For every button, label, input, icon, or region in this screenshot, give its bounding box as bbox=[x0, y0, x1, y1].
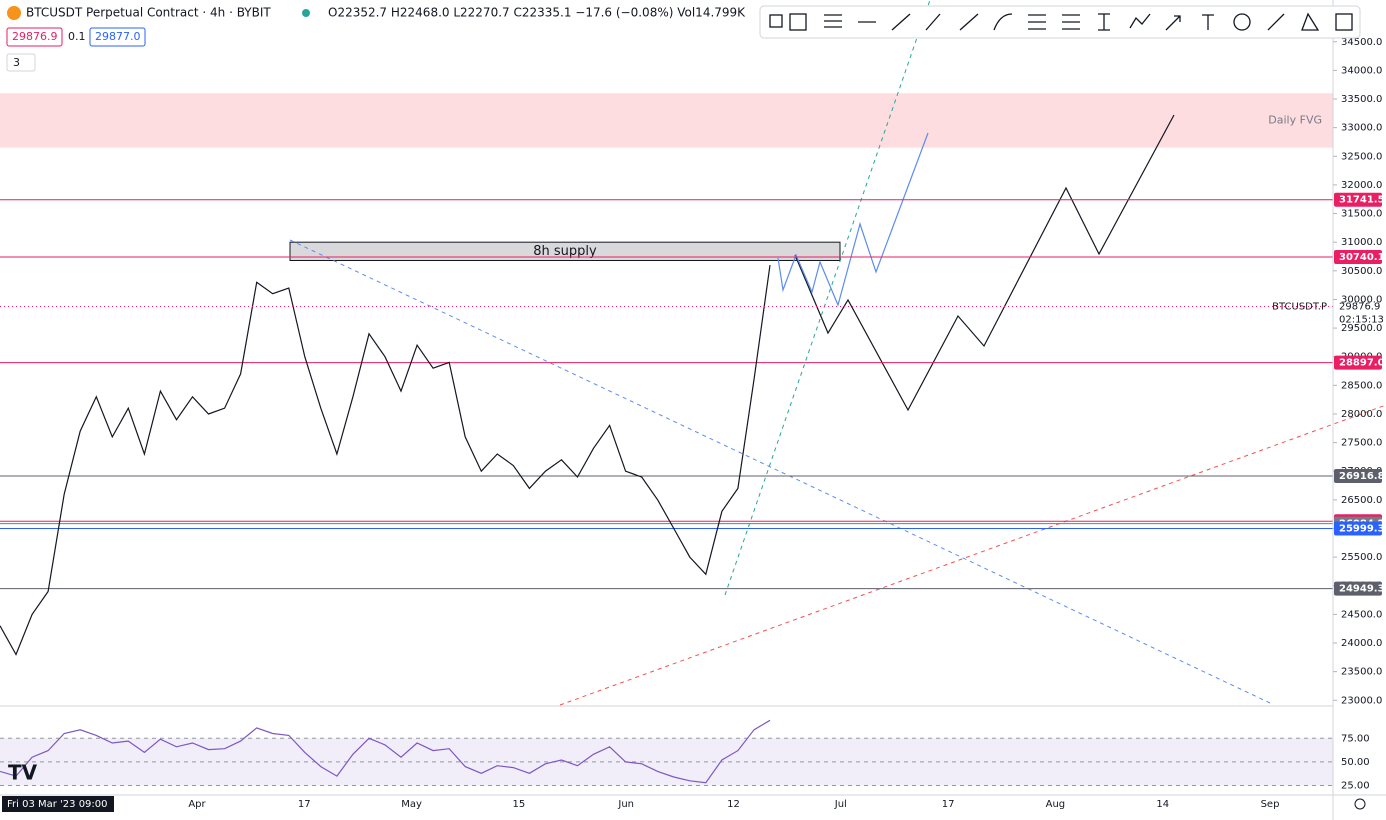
buy-price[interactable]: 29877.0 bbox=[95, 30, 141, 43]
x-tick-label: Aug bbox=[1046, 799, 1066, 810]
x-tick-label: 12 bbox=[727, 799, 740, 810]
price-line bbox=[0, 265, 771, 656]
tool-icon[interactable] bbox=[993, 13, 1013, 31]
spread: 0.1 bbox=[68, 30, 86, 43]
level-tag bbox=[1334, 521, 1382, 536]
rsi-tick-label: 75.00 bbox=[1341, 733, 1370, 744]
tool-icon[interactable] bbox=[1267, 13, 1285, 31]
last-price-label: 29876.9 bbox=[1339, 301, 1380, 312]
countdown: 02:15:13 bbox=[1339, 314, 1384, 325]
projection-path bbox=[794, 114, 1175, 412]
level-tag bbox=[1334, 192, 1382, 207]
x-tick-label: 17 bbox=[298, 799, 311, 810]
y-tick-label: 31000.0 bbox=[1341, 237, 1382, 248]
zone bbox=[289, 241, 841, 262]
y-tick-label: 34000.0 bbox=[1341, 65, 1382, 76]
y-tick-label: 31500.0 bbox=[1341, 209, 1382, 220]
buy-button[interactable] bbox=[89, 27, 146, 47]
logo: TV bbox=[8, 761, 38, 785]
tool-icon[interactable] bbox=[1233, 13, 1251, 31]
drawing-toolbar bbox=[759, 5, 1361, 39]
level-label: 30740.1 bbox=[1339, 252, 1385, 263]
tool-icon[interactable] bbox=[925, 13, 941, 31]
y-tick-label: 34500.0 bbox=[1341, 37, 1382, 48]
cursor-date-tag bbox=[2, 796, 114, 812]
ohlc: O22352.7 H22468.0 L22270.7 C22335.1 −17.… bbox=[328, 6, 746, 20]
rsi-tick-label: 25.00 bbox=[1341, 781, 1370, 792]
x-tick-label: 15 bbox=[513, 799, 526, 810]
x-tick-label: 14 bbox=[1156, 799, 1169, 810]
tool-icon[interactable] bbox=[959, 13, 979, 31]
tool-icon[interactable] bbox=[824, 14, 842, 28]
level-label: 28897.0 bbox=[1339, 358, 1385, 369]
x-tick-label: Apr bbox=[188, 799, 206, 810]
y-tick-label: 27500.0 bbox=[1341, 438, 1382, 449]
y-tick-label: 33500.0 bbox=[1341, 94, 1382, 105]
tool-icon[interactable] bbox=[1301, 12, 1320, 31]
indicator-count[interactable]: 3 bbox=[13, 56, 20, 69]
sell-button[interactable] bbox=[6, 27, 63, 47]
status-dot bbox=[302, 9, 310, 17]
last-price-symbol: BTCUSDT.P bbox=[1272, 301, 1327, 312]
zone-label: Daily FVG bbox=[1268, 113, 1322, 126]
y-tick-label: 29500.0 bbox=[1341, 323, 1382, 334]
tool-icon[interactable] bbox=[1202, 14, 1214, 30]
tool-icon[interactable] bbox=[1062, 14, 1080, 30]
y-tick-label: 24000.0 bbox=[1341, 638, 1382, 649]
y-tick-label: 30500.0 bbox=[1341, 266, 1382, 277]
trend-line bbox=[724, 0, 931, 596]
level-label: 26916.8 bbox=[1339, 471, 1385, 482]
y-tick-label: 24500.0 bbox=[1341, 609, 1382, 620]
settings-icon[interactable] bbox=[1354, 798, 1366, 810]
tool-icon[interactable] bbox=[1129, 13, 1151, 29]
toolbar bbox=[759, 5, 1361, 39]
level-tag bbox=[1334, 468, 1382, 483]
tool-icon[interactable] bbox=[1028, 14, 1046, 30]
y-tick-label: 26500.0 bbox=[1341, 495, 1382, 506]
rsi-line bbox=[0, 719, 771, 784]
tool-icon[interactable] bbox=[1335, 13, 1353, 31]
sell-price[interactable]: 29876.9 bbox=[12, 30, 58, 43]
x-tick-label: Sep bbox=[1261, 799, 1280, 810]
y-tick-label: 28500.0 bbox=[1341, 380, 1382, 391]
level-label: 31741.5 bbox=[1339, 195, 1385, 206]
trend-line bbox=[559, 404, 1386, 706]
cursor-date: Fri 03 Mar '23 09:00 bbox=[7, 799, 108, 810]
y-tick-label: 28000.0 bbox=[1341, 409, 1382, 420]
projection-path bbox=[777, 132, 929, 307]
x-tick-label: 17 bbox=[942, 799, 955, 810]
zone-label: 8h supply bbox=[533, 244, 597, 259]
y-tick-label: 32500.0 bbox=[1341, 151, 1382, 162]
tool-icon[interactable] bbox=[1098, 13, 1110, 31]
level-label: 24949.3 bbox=[1339, 584, 1385, 595]
tool-icon[interactable] bbox=[1165, 15, 1181, 31]
y-tick-label: 25500.0 bbox=[1341, 552, 1382, 563]
tool-icon[interactable] bbox=[789, 13, 807, 31]
y-tick-label: 33000.0 bbox=[1341, 123, 1382, 134]
x-tick-label: May bbox=[401, 799, 422, 810]
y-tick-label: 23000.0 bbox=[1341, 695, 1382, 706]
y-tick-label: 23500.0 bbox=[1341, 667, 1382, 678]
tool-icon[interactable] bbox=[769, 14, 783, 28]
tool-icon[interactable] bbox=[891, 13, 911, 31]
level-label: 25999.3 bbox=[1339, 524, 1385, 535]
x-tick-label: Jul bbox=[834, 799, 847, 810]
zone bbox=[0, 93, 1333, 148]
indicator-toggle[interactable] bbox=[6, 53, 36, 72]
level-tag bbox=[1334, 250, 1382, 265]
level-tag bbox=[1334, 581, 1382, 596]
y-tick-label: 30000.0 bbox=[1341, 294, 1382, 305]
symbol-icon bbox=[7, 6, 21, 20]
y-tick-label: 32000.0 bbox=[1341, 180, 1382, 191]
rsi-tick-label: 50.00 bbox=[1341, 757, 1370, 768]
level-tag bbox=[1334, 355, 1382, 370]
x-tick-label: Jun bbox=[617, 799, 634, 810]
symbol-title: BTCUSDT Perpetual Contract · 4h · BYBIT bbox=[26, 6, 271, 20]
